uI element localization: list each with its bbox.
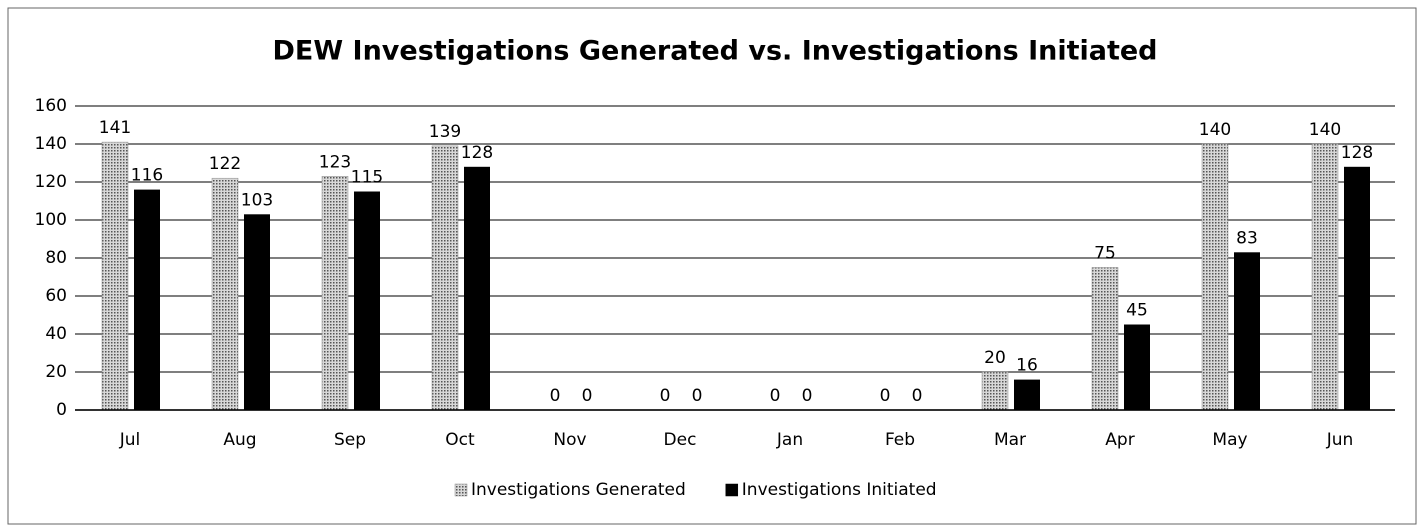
x-tick-label: Jun bbox=[1326, 430, 1354, 450]
data-label: 83 bbox=[1236, 228, 1258, 248]
bar bbox=[981, 371, 1009, 411]
data-label: 128 bbox=[1341, 143, 1373, 163]
bar bbox=[1091, 267, 1119, 411]
bar bbox=[134, 189, 160, 410]
data-label: 123 bbox=[319, 152, 351, 172]
bar bbox=[1344, 166, 1370, 410]
x-tick-label: Dec bbox=[664, 430, 697, 450]
bar bbox=[321, 176, 349, 411]
data-label: 103 bbox=[241, 190, 273, 210]
x-tick-label: Jul bbox=[119, 430, 141, 450]
legend-swatch bbox=[725, 483, 739, 497]
data-label: 0 bbox=[880, 386, 891, 406]
bar bbox=[211, 177, 239, 411]
data-label: 116 bbox=[131, 166, 163, 186]
legend-label: Investigations Initiated bbox=[742, 480, 937, 500]
x-tick-label: Nov bbox=[553, 430, 586, 450]
bar bbox=[101, 141, 129, 411]
data-label: 0 bbox=[582, 386, 593, 406]
x-tick-label: Feb bbox=[885, 430, 915, 450]
y-tick-label: 0 bbox=[56, 400, 67, 420]
bar bbox=[1124, 324, 1150, 410]
data-label: 16 bbox=[1016, 356, 1038, 376]
data-label: 0 bbox=[660, 386, 671, 406]
bar bbox=[1311, 143, 1339, 411]
bar bbox=[431, 145, 459, 411]
data-label: 0 bbox=[802, 386, 813, 406]
legend-swatch bbox=[454, 483, 468, 497]
data-label: 0 bbox=[770, 386, 781, 406]
legend-label: Investigations Generated bbox=[471, 480, 686, 500]
bar bbox=[464, 166, 490, 410]
data-label: 0 bbox=[550, 386, 561, 406]
y-tick-label: 80 bbox=[45, 248, 67, 268]
data-label: 75 bbox=[1094, 244, 1116, 264]
data-label: 128 bbox=[461, 143, 493, 163]
data-label: 0 bbox=[692, 386, 703, 406]
y-tick-label: 160 bbox=[35, 96, 67, 116]
frame bbox=[7, 7, 1417, 525]
bar bbox=[1014, 379, 1040, 410]
y-tick-label: 20 bbox=[45, 362, 67, 382]
bar bbox=[244, 214, 270, 410]
x-tick-label: Sep bbox=[334, 430, 366, 450]
x-tick-label: Oct bbox=[445, 430, 475, 450]
y-tick-label: 60 bbox=[45, 286, 67, 306]
data-label: 141 bbox=[99, 118, 131, 138]
data-label: 122 bbox=[209, 154, 241, 174]
x-tick-label: May bbox=[1212, 430, 1247, 450]
y-tick-label: 120 bbox=[35, 172, 67, 192]
x-tick-label: Apr bbox=[1105, 430, 1134, 450]
bar bbox=[354, 191, 380, 410]
data-label: 20 bbox=[984, 348, 1006, 368]
chart-title: DEW Investigations Generated vs. Investi… bbox=[272, 36, 1157, 67]
y-tick-label: 100 bbox=[35, 210, 67, 230]
bar bbox=[1234, 252, 1260, 410]
data-label: 140 bbox=[1199, 120, 1231, 140]
y-tick-label: 40 bbox=[45, 324, 67, 344]
data-label: 45 bbox=[1126, 301, 1148, 321]
x-tick-label: Aug bbox=[223, 430, 256, 450]
data-label: 115 bbox=[351, 168, 383, 188]
data-label: 139 bbox=[429, 122, 461, 142]
data-label: 140 bbox=[1309, 120, 1341, 140]
bar bbox=[1201, 143, 1229, 411]
x-tick-label: Jan bbox=[776, 430, 803, 450]
data-label: 0 bbox=[912, 386, 923, 406]
x-tick-label: Mar bbox=[994, 430, 1026, 450]
y-tick-label: 140 bbox=[35, 134, 67, 154]
